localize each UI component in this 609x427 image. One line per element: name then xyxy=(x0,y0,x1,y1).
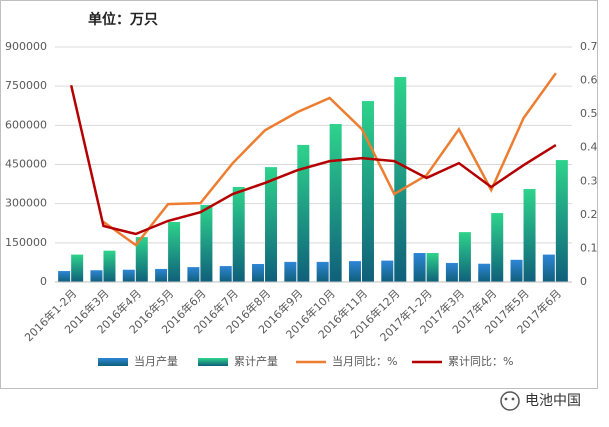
y-tick-label: 300000 xyxy=(5,197,47,210)
y-tick-label: 600000 xyxy=(5,118,47,131)
bar xyxy=(155,268,168,282)
bar xyxy=(348,261,361,282)
y2-tick-label: 0 xyxy=(580,275,587,288)
bar xyxy=(316,261,329,282)
legend-label: 当月产量 xyxy=(134,354,178,368)
y-tick-label: 900000 xyxy=(5,40,47,53)
bar xyxy=(445,262,458,282)
y-tick-label: 150000 xyxy=(5,236,47,249)
y2-tick-label: 0.6 xyxy=(580,74,598,87)
watermark-icon xyxy=(500,391,520,411)
bar xyxy=(361,101,374,282)
bar xyxy=(232,186,245,282)
legend-swatch xyxy=(98,358,128,366)
watermark: 电池中国 xyxy=(525,393,581,409)
bar xyxy=(58,271,71,282)
bar xyxy=(135,237,148,282)
bar xyxy=(555,160,568,282)
legend-label: 累计同比：% xyxy=(448,355,513,368)
bar xyxy=(329,124,342,283)
bar xyxy=(90,270,103,282)
y-tick-label: 450000 xyxy=(5,158,47,171)
bar xyxy=(71,254,84,282)
y2-tick-label: 0.3 xyxy=(580,174,598,187)
y2-tick-label: 0.4 xyxy=(580,141,598,154)
bar xyxy=(413,253,426,282)
bar xyxy=(426,253,439,282)
y-tick-label: 750000 xyxy=(5,79,47,92)
bar xyxy=(491,213,504,282)
y2-tick-label: 0.5 xyxy=(580,107,598,120)
y2-tick-label: 0.2 xyxy=(580,208,598,221)
bar xyxy=(103,250,116,282)
bar xyxy=(510,259,523,282)
bar xyxy=(478,263,491,282)
bar xyxy=(297,144,310,282)
bar xyxy=(168,221,181,282)
bar xyxy=(394,77,407,283)
bar xyxy=(523,189,536,282)
bar xyxy=(542,254,555,282)
bar xyxy=(187,267,200,282)
legend-label: 累计产量 xyxy=(234,354,278,368)
legend-label: 当月同比：% xyxy=(332,354,397,368)
line xyxy=(102,72,557,247)
bar xyxy=(252,263,265,282)
y-tick-label: 0 xyxy=(40,275,47,288)
y2-tick-label: 0.1 xyxy=(580,241,598,254)
bar xyxy=(219,266,232,282)
bar xyxy=(265,167,278,282)
bar xyxy=(284,261,297,282)
bar xyxy=(381,260,394,282)
bar xyxy=(200,204,213,282)
chart-title: 单位：万只 xyxy=(88,11,158,28)
bar xyxy=(122,269,135,282)
line xyxy=(69,84,557,236)
bar xyxy=(458,232,471,282)
y2-tick-label: 0.7 xyxy=(580,40,598,53)
legend-swatch xyxy=(198,358,228,366)
